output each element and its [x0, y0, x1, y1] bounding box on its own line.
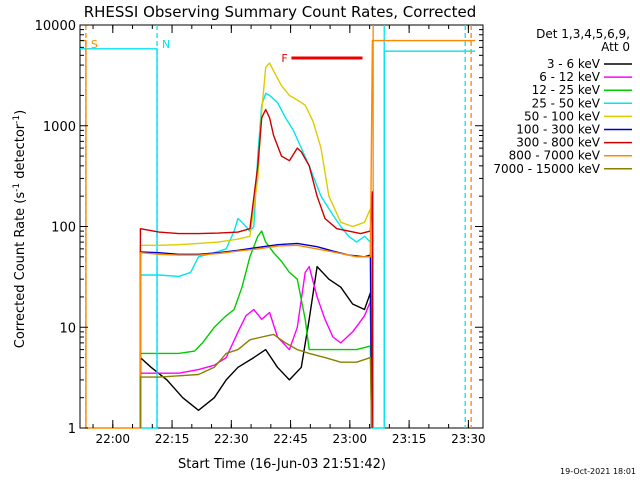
x-tick-label: 22:30: [214, 432, 249, 446]
series-line: [139, 62, 373, 429]
series-line: [139, 265, 373, 429]
y-tick-label: 1000: [43, 120, 76, 135]
footer-timestamp: 19-Oct-2021 18:01: [560, 467, 636, 476]
x-tick-label: 22:45: [273, 432, 308, 446]
legend-label: 7000 - 15000 keV: [493, 162, 600, 176]
series-layer: [80, 39, 476, 429]
y-tick-label: 100: [51, 221, 76, 236]
legend-label: 3 - 6 keV: [547, 57, 601, 71]
legend-label: 800 - 7000 keV: [509, 149, 601, 163]
x-tick-label: 23:15: [392, 432, 427, 446]
legend-label: 12 - 25 keV: [532, 83, 601, 97]
series-line: [139, 333, 373, 429]
legend-label: 50 - 100 keV: [524, 109, 601, 123]
series-line: [139, 230, 373, 429]
chart-title: RHESSI Observing Summary Count Rates, Co…: [84, 3, 477, 21]
x-tick-label: 23:00: [333, 432, 368, 446]
flare-layer: F: [281, 52, 363, 65]
y-tick-label: 10000: [35, 19, 76, 34]
series-line: [139, 265, 373, 429]
legend-label: 25 - 50 keV: [532, 96, 601, 110]
y-tick-label: 10: [59, 321, 76, 336]
marker-label: N: [162, 38, 170, 51]
x-tick-label: 22:15: [155, 432, 190, 446]
legend-label: 300 - 800 keV: [516, 136, 600, 150]
y-axis-label: Corrected Count Rate (s-1 detector-1): [12, 110, 28, 348]
legend-label: 100 - 300 keV: [516, 123, 600, 137]
series-line: [139, 108, 374, 428]
x-axis-label: Start Time (16-Jun-03 21:51:42): [178, 457, 386, 472]
legend-header-att: Att 0: [601, 40, 630, 54]
legend-label: 6 - 12 keV: [539, 70, 601, 84]
series-line: [80, 39, 476, 429]
legend-header: Det 1,3,4,5,6,9,: [536, 27, 630, 41]
y-axis: 1 10 100 1000 10000: [35, 19, 483, 437]
series-line: [80, 48, 476, 429]
x-tick-label: 22:00: [95, 432, 130, 446]
x-tick-label: 23:30: [451, 432, 486, 446]
series-line: [139, 242, 373, 429]
y-tick-label: 1: [68, 422, 76, 437]
x-axis: 22:00 22:15 22:30 22:45 23:00 23:15 23:30: [92, 25, 486, 446]
flare-label: F: [281, 52, 287, 65]
marker-label: S: [91, 38, 98, 51]
